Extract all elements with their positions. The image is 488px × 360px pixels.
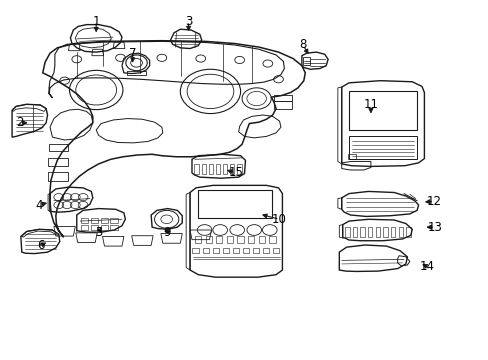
Text: 2: 2 — [16, 116, 23, 129]
Bar — [81, 225, 88, 230]
Bar — [101, 218, 108, 222]
Bar — [205, 236, 211, 243]
Bar — [215, 163, 220, 174]
Bar — [242, 248, 248, 253]
Bar — [201, 163, 205, 174]
Text: 10: 10 — [271, 213, 286, 226]
Bar — [390, 227, 395, 237]
Bar — [101, 225, 108, 230]
Bar — [48, 172, 67, 181]
Bar — [273, 95, 291, 102]
Text: 11: 11 — [363, 99, 378, 112]
Bar — [347, 154, 356, 158]
Bar — [348, 136, 416, 159]
Bar — [232, 248, 239, 253]
Bar — [222, 248, 228, 253]
Text: 9: 9 — [163, 226, 170, 239]
Text: 5: 5 — [95, 226, 102, 239]
Bar — [367, 227, 372, 237]
Text: 14: 14 — [419, 260, 433, 273]
Bar — [202, 248, 208, 253]
Text: 1: 1 — [92, 14, 100, 27]
Bar — [198, 190, 272, 217]
Bar — [269, 236, 275, 243]
Bar — [375, 227, 379, 237]
Bar — [262, 248, 268, 253]
Bar — [48, 158, 67, 166]
Bar — [110, 218, 117, 222]
Text: 3: 3 — [184, 14, 192, 27]
Bar — [252, 248, 259, 253]
Bar — [345, 227, 349, 237]
Bar — [81, 218, 88, 222]
Bar — [348, 91, 416, 130]
Bar — [398, 227, 402, 237]
Bar — [126, 71, 146, 75]
Bar — [194, 163, 199, 174]
Bar — [212, 248, 219, 253]
Text: 6: 6 — [38, 239, 45, 252]
Bar — [91, 225, 98, 230]
Bar — [91, 218, 98, 222]
Text: 4: 4 — [36, 198, 43, 212]
Text: 7: 7 — [129, 47, 136, 60]
Bar — [237, 163, 241, 174]
Bar — [208, 163, 213, 174]
Bar — [383, 227, 387, 237]
Text: 8: 8 — [299, 39, 306, 51]
Bar — [195, 236, 201, 243]
Bar — [216, 236, 222, 243]
Bar — [237, 236, 243, 243]
Bar — [272, 248, 279, 253]
Text: 13: 13 — [427, 221, 442, 234]
Bar — [258, 236, 264, 243]
Bar — [223, 163, 227, 174]
Bar — [352, 227, 356, 237]
Bar — [406, 227, 410, 237]
Text: 15: 15 — [228, 166, 243, 179]
Bar — [192, 248, 199, 253]
Bar — [230, 163, 234, 174]
Bar — [226, 236, 233, 243]
Bar — [302, 57, 309, 65]
Bar — [49, 144, 67, 152]
Bar — [360, 227, 364, 237]
Bar — [110, 225, 117, 230]
Bar — [247, 236, 254, 243]
Text: 12: 12 — [426, 195, 441, 208]
Bar — [273, 102, 291, 109]
